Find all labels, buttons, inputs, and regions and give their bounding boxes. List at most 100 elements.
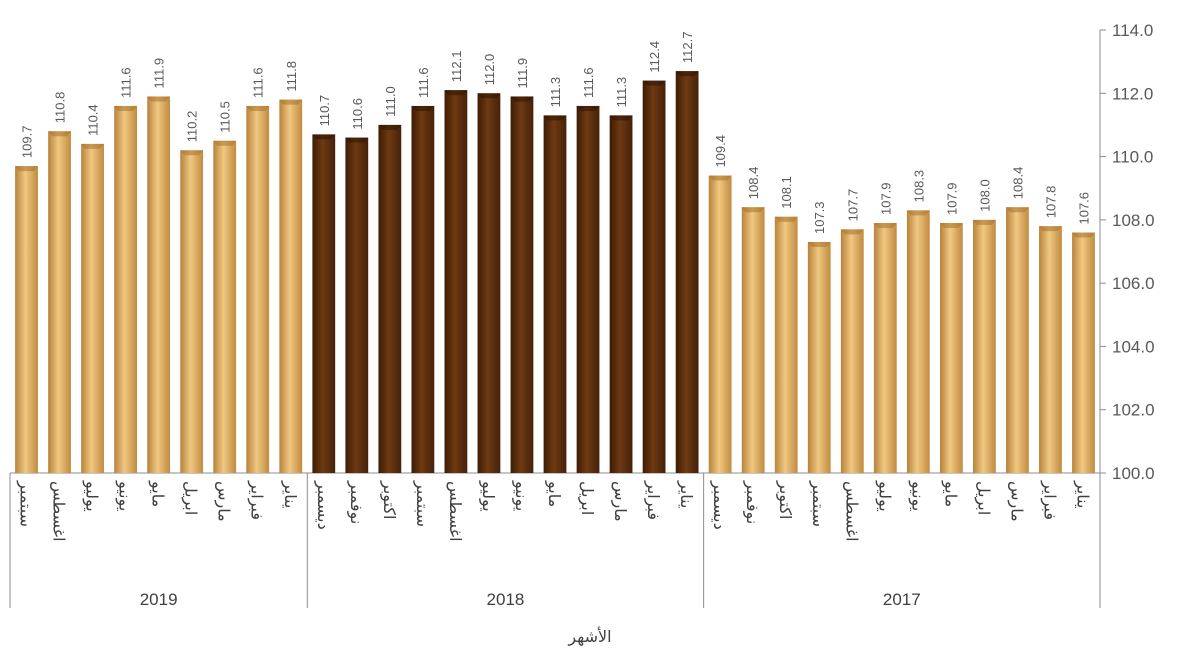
year-label: 2018: [487, 590, 525, 609]
bar-bevel: [312, 134, 336, 140]
y-tick-label: 112.0: [1112, 84, 1153, 103]
bar: [81, 143, 104, 473]
bar: [279, 99, 303, 473]
x-tick-label: يونيو: [115, 480, 135, 511]
bar: [906, 210, 930, 473]
x-tick-label: سبتمبر: [808, 480, 828, 527]
bar-bevel: [477, 93, 501, 99]
x-tick-label: يوليو: [82, 480, 102, 512]
x-tick-label: فبراير: [1039, 480, 1059, 520]
x-tick-label: ديسمبر: [313, 480, 333, 530]
x-tick-label: اغسطس: [445, 481, 465, 542]
data-label: 111.9: [515, 58, 530, 89]
bar: [774, 216, 798, 473]
bar: [939, 223, 963, 473]
bar: [213, 140, 237, 473]
bar-bevel: [345, 137, 369, 143]
y-tick-label: 104.0: [1112, 337, 1155, 356]
data-label: 110.2: [185, 111, 200, 143]
data-label: 111.6: [416, 67, 431, 98]
bar: [609, 115, 633, 473]
x-tick-label: يناير: [1072, 480, 1092, 508]
data-label: 111.3: [614, 77, 629, 108]
y-tick-label: 100.0: [1112, 464, 1155, 483]
data-label: 107.9: [944, 182, 959, 215]
x-tick-label: يوليو: [874, 480, 894, 512]
bar: [180, 150, 204, 473]
bar-bevel: [807, 242, 831, 248]
bar: [642, 80, 666, 473]
bar: [1072, 232, 1095, 473]
x-tick-label: يونيو: [511, 480, 531, 511]
data-label: 110.8: [53, 92, 68, 124]
data-label: 110.5: [218, 101, 233, 133]
x-tick-label: ابريل: [181, 481, 201, 515]
bar-bevel: [81, 143, 104, 149]
bar-bevel: [708, 175, 732, 181]
bar-bevel: [873, 223, 897, 229]
data-label: 108.4: [746, 167, 761, 200]
bar: [840, 229, 864, 473]
x-axis-title: الأشهر: [567, 626, 611, 647]
data-label: 109.7: [20, 126, 35, 159]
bar: [1039, 226, 1062, 473]
x-tick-label: مارس: [610, 481, 630, 522]
data-label: 111.6: [119, 67, 134, 98]
bar: [708, 175, 732, 474]
bar: [147, 96, 171, 473]
bar-bevel: [510, 96, 534, 102]
bar-bevel: [906, 210, 930, 216]
bar-bevel: [840, 229, 864, 235]
bar-bevel: [48, 131, 71, 137]
y-tick-label: 102.0: [1112, 401, 1155, 420]
bar: [15, 166, 38, 474]
x-tick-label: مارس: [1006, 481, 1026, 522]
data-label: 110.7: [317, 95, 332, 127]
y-tick-label: 114.0: [1112, 21, 1153, 40]
bar-bevel: [609, 115, 633, 121]
bar-bevel: [1072, 232, 1095, 238]
bar-bevel: [15, 166, 38, 172]
bar-bevel: [213, 140, 237, 146]
bar-bevel: [411, 105, 435, 111]
bar: [345, 137, 369, 474]
bar-bevel: [378, 124, 402, 130]
bars-layer: [15, 71, 1095, 474]
year-label: 2017: [883, 590, 921, 609]
bar: [114, 105, 138, 473]
bar: [972, 219, 996, 473]
data-label: 110.4: [86, 104, 101, 136]
data-label: 107.9: [878, 182, 893, 215]
x-tick-label: نوفمبر: [742, 480, 762, 524]
x-tick-label: نوفمبر: [346, 480, 366, 524]
y-tick-label: 110.0: [1112, 148, 1153, 167]
x-tick-label: مارس: [214, 481, 234, 522]
bar: [675, 71, 699, 473]
x-tick-label: اكتوبر: [379, 480, 399, 519]
x-tick-label: مايو: [544, 480, 564, 507]
bar-bevel: [972, 219, 996, 225]
data-label: 108.1: [779, 176, 794, 209]
x-tick-label: يونيو: [907, 480, 927, 511]
bar-bevel: [642, 80, 666, 86]
x-tick-label: اغسطس: [49, 481, 69, 542]
year-label: 2019: [140, 590, 178, 609]
bar: [741, 207, 765, 473]
bar: [444, 90, 468, 473]
data-label: 111.9: [152, 58, 167, 89]
bar-bevel: [1006, 207, 1029, 213]
bar-bevel: [180, 150, 204, 156]
data-label: 108.4: [1010, 167, 1025, 200]
data-label: 111.3: [548, 77, 563, 108]
labels-layer: 107.6 يناير 107.8 فبراير 108.4 مارس 108.0 ابريل…: [16, 32, 1093, 609]
data-label: 111.6: [251, 67, 266, 98]
x-tick-label: اكتوبر: [775, 480, 795, 519]
x-tick-label: سبتمبر: [412, 480, 432, 527]
bar-bevel: [939, 223, 963, 229]
bar-bevel: [444, 90, 468, 96]
bar: [576, 105, 600, 473]
bar: [48, 131, 71, 473]
x-tick-label: يناير: [280, 480, 300, 508]
x-tick-label: فبراير: [643, 480, 663, 520]
bar: [543, 115, 567, 473]
